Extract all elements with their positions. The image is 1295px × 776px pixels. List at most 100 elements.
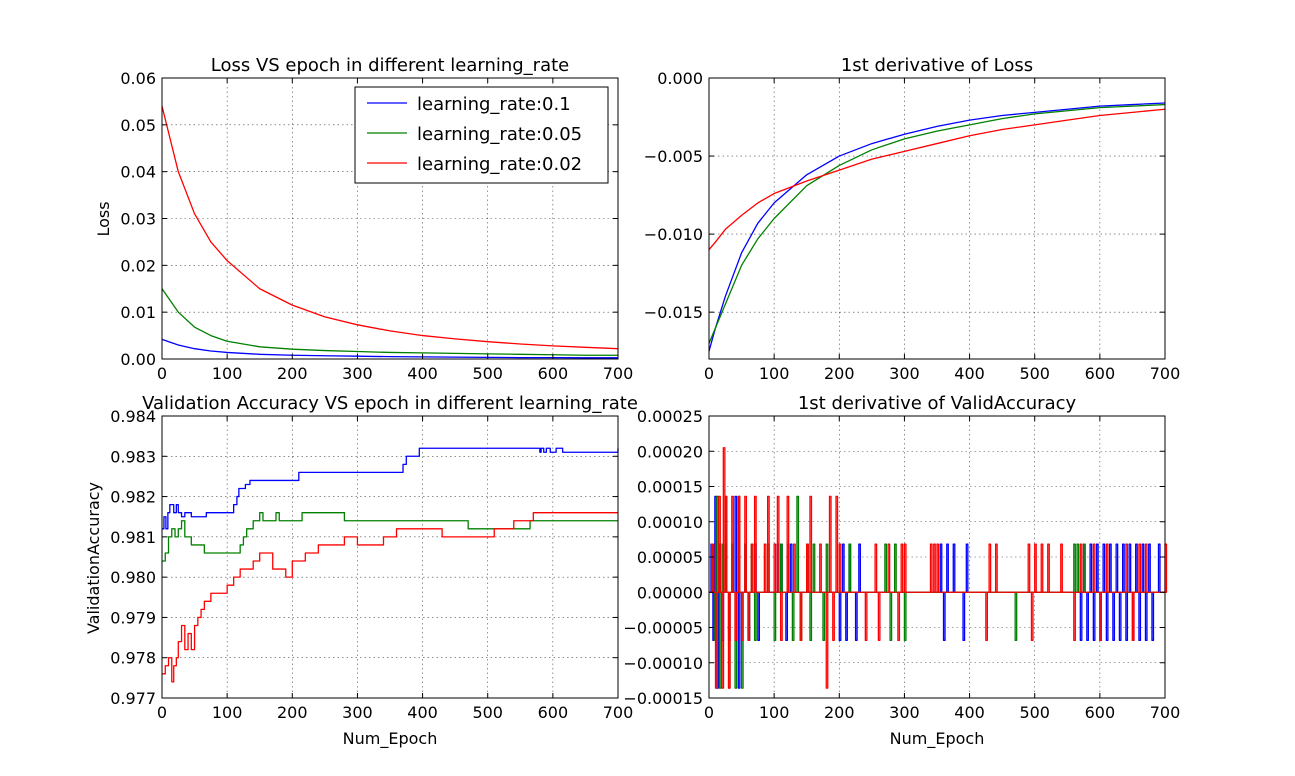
loss-series-line-2 xyxy=(161,105,619,350)
loss-grid xyxy=(162,78,618,359)
accuracy-derivative-x-tick-label: 300 xyxy=(889,703,920,722)
loss-y-tick-label: 0.03 xyxy=(120,210,156,229)
loss-chart-panel: Loss VS epoch in different learning_rate… xyxy=(94,55,633,383)
loss-x-tick-label: 300 xyxy=(342,364,373,383)
loss-derivative-x-tick-label: 600 xyxy=(1085,364,1116,383)
accuracy-derivative-x-tick-label: 100 xyxy=(759,703,790,722)
accuracy-derivative-chart-title: 1st derivative of ValidAccuracy xyxy=(798,393,1077,414)
accuracy-x-tick-label: 400 xyxy=(407,703,438,722)
accuracy-derivative-x-tick-label: 500 xyxy=(1019,703,1050,722)
loss-y-tick-label: 0.01 xyxy=(120,303,156,322)
accuracy-derivative-x-tick-label: 700 xyxy=(1150,703,1181,722)
loss-derivative-axes: 0 100 200 300 400 500 600 700 −0.015 −0.010 −0.005… xyxy=(644,69,1180,383)
accuracy-chart-title: Validation Accuracy VS epoch in differen… xyxy=(142,393,638,414)
accuracy-derivative-x-tick-label: 200 xyxy=(824,703,855,722)
loss-derivative-y-tick-label: −0.015 xyxy=(644,303,703,322)
accuracy-series-line-2 xyxy=(162,512,618,683)
loss-x-tick-label: 100 xyxy=(212,364,243,383)
accuracy-derivative-y-tick-label: −0.00015 xyxy=(623,689,703,708)
loss-derivative-series-line-0 xyxy=(708,102,1166,352)
accuracy-x-tick-label: 100 xyxy=(212,703,243,722)
loss-derivative-x-tick-label: 700 xyxy=(1150,364,1181,383)
accuracy-derivative-y-tick-label: 0.00005 xyxy=(637,548,703,567)
loss-y-tick-label: 0.05 xyxy=(120,116,156,135)
loss-derivative-x-tick-label: 500 xyxy=(1019,364,1050,383)
accuracy-derivative-chart-x-label: Num_Epoch xyxy=(890,729,985,749)
accuracy-y-tick-label: 0.979 xyxy=(110,608,156,627)
loss-derivative-x-tick-label: 300 xyxy=(889,364,920,383)
accuracy-derivative-x-tick-label: 0 xyxy=(704,703,714,722)
loss-derivative-axes-frame xyxy=(708,77,1166,360)
loss-x-tick-label: 600 xyxy=(538,364,569,383)
loss-derivative-chart-panel: 1st derivative of Loss 0 100 200 300 400 500 6… xyxy=(644,55,1180,383)
loss-y-tick-label: 0.06 xyxy=(120,69,156,88)
accuracy-x-tick-label: 0 xyxy=(157,703,167,722)
accuracy-y-tick-label: 0.983 xyxy=(110,447,156,466)
loss-derivative-y-tick-label: −0.005 xyxy=(644,147,703,166)
accuracy-derivative-y-tick-label: −0.00005 xyxy=(623,619,703,638)
accuracy-derivative-chart-panel: 1st derivative of ValidAccuracy Num_Epoc… xyxy=(623,393,1180,749)
loss-derivative-chart-title: 1st derivative of Loss xyxy=(841,55,1033,76)
accuracy-plot-area xyxy=(162,447,619,683)
loss-series-line-1 xyxy=(161,288,618,356)
accuracy-derivative-y-tick-label: 0.00025 xyxy=(637,407,703,426)
accuracy-derivative-y-tick-label: 0.00000 xyxy=(637,583,703,602)
accuracy-grid xyxy=(162,416,618,698)
legend-label-lr002: learning_rate:0.02 xyxy=(417,154,582,175)
accuracy-derivative-y-tick-label: 0.00010 xyxy=(637,513,703,532)
accuracy-derivative-x-tick-label: 400 xyxy=(954,703,985,722)
accuracy-chart-panel: Validation Accuracy VS epoch in differen… xyxy=(84,393,638,749)
accuracy-derivative-y-tick-label: 0.00020 xyxy=(637,442,703,461)
accuracy-derivative-x-tick-label: 600 xyxy=(1085,703,1116,722)
accuracy-y-tick-label: 0.980 xyxy=(110,568,156,587)
loss-derivative-series-line-1 xyxy=(708,103,1166,344)
accuracy-chart-x-label: Num_Epoch xyxy=(343,729,438,749)
loss-derivative-y-tick-label: −0.010 xyxy=(644,225,703,244)
accuracy-y-tick-label: 0.981 xyxy=(110,528,156,547)
loss-derivative-x-tick-label: 400 xyxy=(954,364,985,383)
loss-x-tick-label: 400 xyxy=(407,364,438,383)
accuracy-x-tick-label: 200 xyxy=(277,703,308,722)
loss-x-tick-label: 0 xyxy=(157,364,167,383)
accuracy-derivative-axes-frame xyxy=(708,415,1166,699)
loss-y-tick-label: 0.00 xyxy=(120,350,156,369)
accuracy-derivative-axes: 0 100 200 300 400 500 600 700 −0.00015 −0.00010 −0… xyxy=(623,407,1180,722)
loss-x-tick-label: 200 xyxy=(277,364,308,383)
loss-x-tick-label: 700 xyxy=(603,364,634,383)
loss-derivative-x-tick-label: 0 xyxy=(704,364,714,383)
loss-derivative-plot-area xyxy=(708,102,1166,352)
loss-axes: 0 100 200 300 400 500 600 700 0.00 0.01 0.02 0.03 0.… xyxy=(120,69,633,383)
loss-chart-y-label: Loss xyxy=(94,201,113,236)
accuracy-y-tick-label: 0.978 xyxy=(110,649,156,668)
legend-label-lr005: learning_rate:0.05 xyxy=(417,124,582,145)
loss-chart-legend: learning_rate:0.1 learning_rate:0.05 lea… xyxy=(354,86,609,184)
loss-derivative-x-tick-label: 100 xyxy=(759,364,790,383)
loss-derivative-y-tick-label: 0.000 xyxy=(657,69,703,88)
loss-x-tick-label: 500 xyxy=(472,364,503,383)
accuracy-y-tick-label: 0.977 xyxy=(110,689,156,708)
legend-label-lr01: learning_rate:0.1 xyxy=(417,94,571,115)
loss-derivative-series-line-2 xyxy=(708,108,1166,251)
accuracy-chart-y-label: ValidationAccuracy xyxy=(84,482,103,634)
accuracy-derivative-y-tick-label: −0.00010 xyxy=(623,654,703,673)
accuracy-y-tick-label: 0.984 xyxy=(110,407,156,426)
accuracy-series-line-1 xyxy=(162,512,618,562)
loss-chart-title: Loss VS epoch in different learning_rate xyxy=(211,55,570,76)
accuracy-derivative-plot-area xyxy=(709,447,1168,689)
accuracy-y-tick-label: 0.982 xyxy=(110,488,156,507)
loss-y-tick-label: 0.02 xyxy=(120,256,156,275)
accuracy-series-line-0 xyxy=(162,447,619,530)
accuracy-x-tick-label: 500 xyxy=(472,703,503,722)
accuracy-x-tick-label: 300 xyxy=(342,703,373,722)
accuracy-x-tick-label: 600 xyxy=(538,703,569,722)
loss-derivative-x-tick-label: 200 xyxy=(824,364,855,383)
accuracy-x-tick-label: 700 xyxy=(603,703,634,722)
loss-axes-frame xyxy=(161,77,619,360)
accuracy-derivative-y-tick-label: 0.00015 xyxy=(637,478,703,497)
accuracy-derivative-series-line-2 xyxy=(709,447,1168,689)
accuracy-axes: 0 100 200 300 400 500 600 700 0.977 0.978 0.979 0.9… xyxy=(110,407,633,722)
accuracy-axes-frame xyxy=(161,415,619,699)
loss-y-tick-label: 0.04 xyxy=(120,163,156,182)
